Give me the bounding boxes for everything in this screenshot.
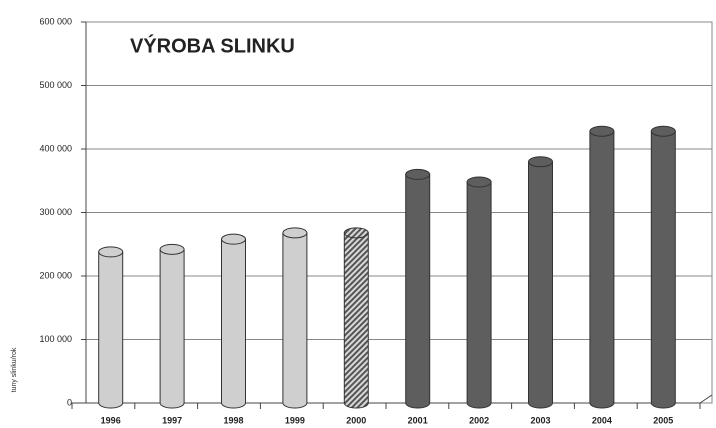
x-tick-label: 2003 — [530, 415, 550, 425]
bar — [282, 232, 308, 409]
y-tick-label: 400 000 — [39, 143, 72, 153]
bar-top — [589, 125, 615, 137]
x-tick-label: 1999 — [285, 415, 305, 425]
x-tick-label: 1996 — [101, 415, 121, 425]
bar-top — [405, 168, 431, 180]
y-axis-label: tuny slinku/rok — [11, 347, 18, 392]
bar-top — [98, 246, 124, 258]
bar — [98, 251, 124, 409]
bar-top — [159, 243, 185, 255]
x-tick-label: 1997 — [162, 415, 182, 425]
y-tick-label: 100 000 — [39, 334, 72, 344]
x-tick-label: 2000 — [346, 415, 366, 425]
bar — [159, 248, 185, 409]
chart-title: VÝROBA SLINKU — [130, 33, 295, 57]
x-tick-label: 1998 — [223, 415, 243, 425]
y-tick-label: 300 000 — [39, 207, 72, 217]
y-tick-label: 200 000 — [39, 270, 72, 280]
x-tick-label: 2001 — [408, 415, 428, 425]
y-tick-label: 0 — [67, 397, 72, 407]
bar — [466, 181, 492, 409]
bar-top — [650, 125, 676, 137]
y-tick-label: 500 000 — [39, 80, 72, 90]
bar-top — [221, 233, 246, 245]
bar-top — [528, 156, 553, 168]
bar — [405, 173, 431, 409]
bar-top — [282, 227, 308, 239]
bar — [221, 238, 246, 409]
bar — [650, 130, 676, 409]
y-tick-label: 600 000 — [39, 16, 72, 26]
x-tick-label: 2004 — [592, 415, 612, 425]
bar-top — [343, 227, 369, 239]
bar — [528, 161, 553, 409]
floor-edge — [699, 394, 713, 404]
x-tick-label: 2005 — [653, 415, 673, 425]
bar-top — [466, 176, 492, 188]
x-tick-label: 2002 — [469, 415, 489, 425]
bar — [343, 232, 369, 409]
bar — [589, 130, 615, 409]
